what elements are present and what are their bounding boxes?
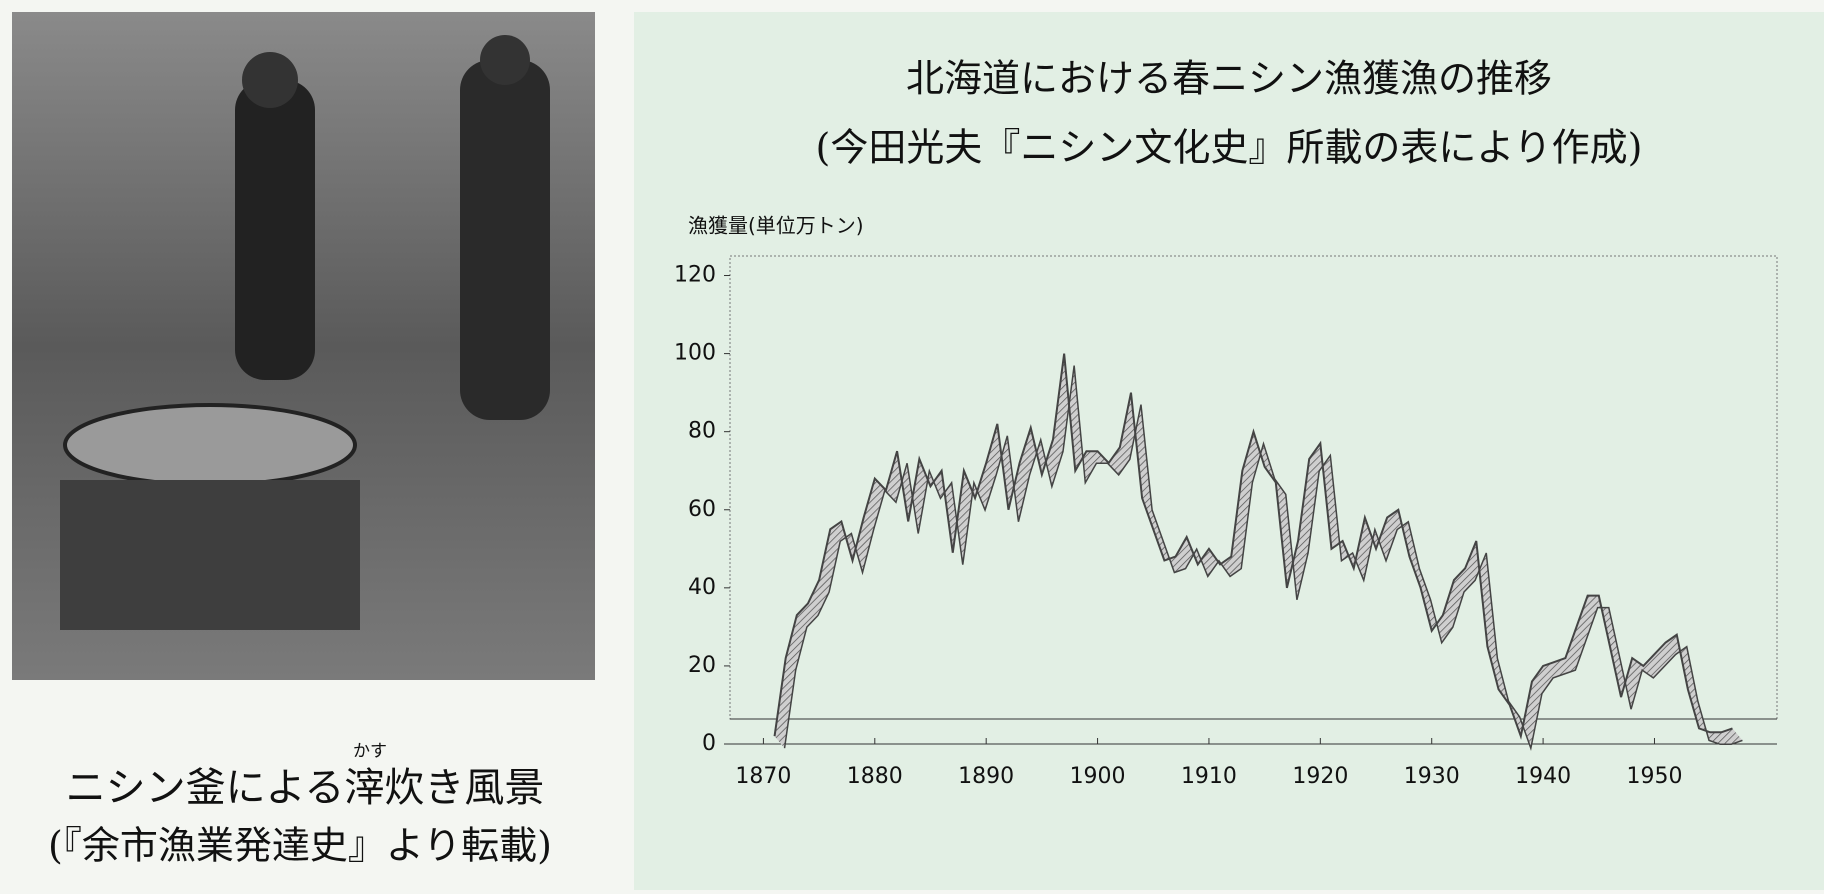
y-tick-label: 100: [674, 341, 716, 366]
photo: [12, 12, 595, 680]
y-tick-label: 120: [674, 263, 716, 288]
x-tick-label: 1920: [1292, 764, 1348, 789]
x-tick-label: 1930: [1404, 764, 1460, 789]
x-tick-label: 1900: [1070, 764, 1126, 789]
plot: 0 20 40 60 80 100 120 1870 1880 1890 1900 1910 1920 1…: [674, 255, 1778, 789]
x-tick-label: 1940: [1515, 764, 1571, 789]
x-tick-label: 1870: [735, 764, 791, 789]
y-tick-label: 40: [688, 575, 716, 600]
x-tick-label: 1890: [958, 764, 1014, 789]
y-tick-label: 80: [688, 419, 716, 444]
y-tick-label: 60: [688, 497, 716, 522]
y-tick-label: 20: [688, 653, 716, 678]
chart-title: 北海道における春ニシン漁獲漁の推移: [906, 57, 1552, 101]
data-line: [773, 353, 1733, 740]
photo-source: (『余市漁業発達史』より転載): [48, 824, 552, 868]
x-tick-label: 1950: [1626, 764, 1682, 789]
x-tick-label: 1910: [1181, 764, 1237, 789]
chart-subtitle: (今田光夫『ニシン文化史』所載の表により作成): [816, 126, 1643, 170]
x-tick-label: 1880: [847, 764, 903, 789]
photo-ruby: かす: [353, 742, 387, 762]
y-axis-label: 漁獲量(単位万トン): [688, 214, 864, 238]
y-tick-label: 0: [702, 731, 716, 756]
photo-caption: ニシン釜による滓炊き風景: [66, 765, 545, 811]
